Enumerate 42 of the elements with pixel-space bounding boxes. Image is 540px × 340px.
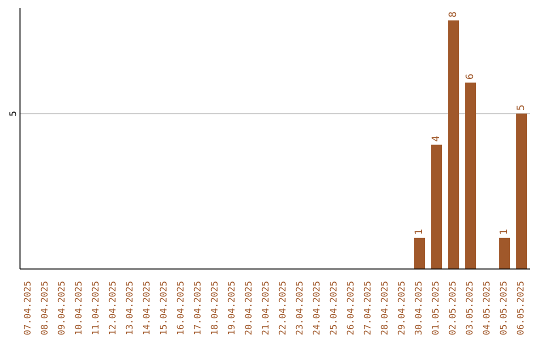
x-tick-label: 01.05.2025 bbox=[432, 281, 442, 336]
x-tick-label: 07.04.2025 bbox=[24, 281, 34, 336]
x-tick-label: 27.04.2025 bbox=[364, 281, 374, 336]
bar bbox=[448, 20, 460, 269]
x-tick-label: 14.04.2025 bbox=[142, 281, 152, 336]
x-tick-label: 10.04.2025 bbox=[74, 281, 84, 336]
x-tick-label: 22.04.2025 bbox=[278, 281, 288, 336]
x-tick-label: 18.04.2025 bbox=[210, 281, 220, 336]
data-label: 8 bbox=[448, 11, 460, 18]
x-tick-label: 16.04.2025 bbox=[176, 281, 186, 336]
x-tick-label: 08.04.2025 bbox=[40, 281, 50, 336]
data-label: 1 bbox=[499, 228, 510, 235]
x-tick-label: 25.04.2025 bbox=[330, 281, 340, 336]
x-tick-label: 06.05.2025 bbox=[516, 281, 526, 336]
data-label: 5 bbox=[516, 104, 528, 111]
x-tick-label: 02.05.2025 bbox=[448, 281, 458, 336]
x-tick-label: 28.04.2025 bbox=[380, 281, 390, 336]
x-tick-label: 26.04.2025 bbox=[346, 281, 356, 336]
bar bbox=[499, 238, 510, 269]
x-tick-label: 19.04.2025 bbox=[228, 281, 238, 336]
x-tick-label: 24.04.2025 bbox=[312, 281, 322, 336]
x-tick-label: 11.04.2025 bbox=[92, 281, 102, 336]
data-label: 1 bbox=[414, 228, 426, 235]
bar bbox=[516, 114, 528, 269]
x-tick-label: 17.04.2025 bbox=[194, 281, 204, 336]
bar bbox=[414, 238, 426, 269]
x-tick-label: 23.04.2025 bbox=[296, 281, 306, 336]
x-tick-label: 21.04.2025 bbox=[262, 281, 272, 336]
bar bbox=[431, 144, 442, 269]
x-tick-label: 05.05.2025 bbox=[500, 281, 510, 336]
data-label: 4 bbox=[431, 136, 442, 142]
x-tick-label: 13.04.2025 bbox=[126, 281, 136, 336]
x-tick-label: 12.04.2025 bbox=[108, 281, 118, 336]
x-tick-label: 09.04.2025 bbox=[58, 281, 68, 336]
x-tick-label: 30.04.2025 bbox=[414, 281, 424, 336]
x-tick-label: 15.04.2025 bbox=[160, 281, 170, 336]
data-label: 6 bbox=[465, 74, 476, 80]
x-tick-label: 29.04.2025 bbox=[398, 281, 408, 336]
x-tick-label: 20.04.2025 bbox=[244, 281, 254, 336]
x-tick-label: 03.05.2025 bbox=[466, 281, 476, 336]
x-tick-label: 04.05.2025 bbox=[482, 281, 492, 336]
bar bbox=[465, 82, 476, 269]
